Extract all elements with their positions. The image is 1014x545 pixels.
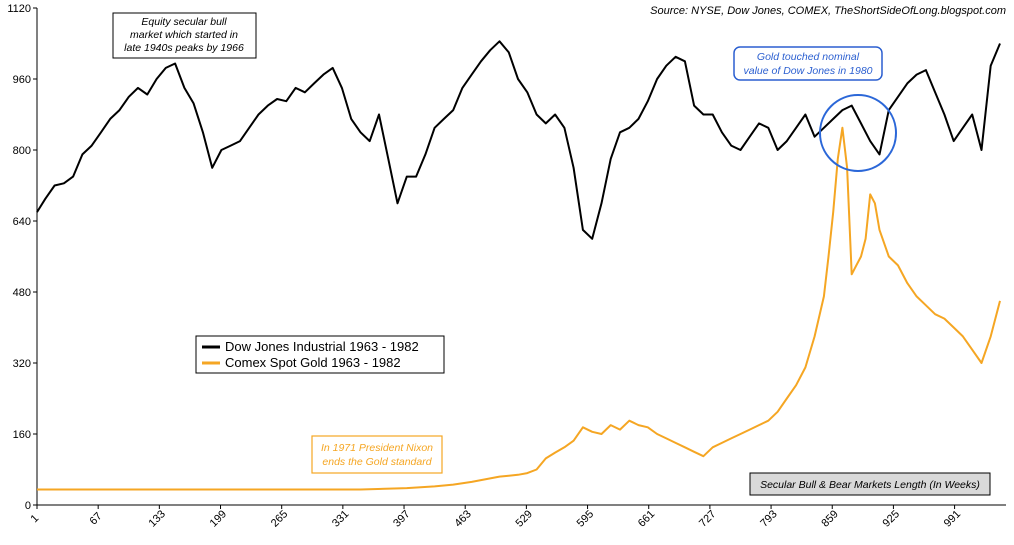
y-tick-label: 0: [25, 500, 31, 512]
y-tick-label: 320: [13, 358, 31, 370]
x-tick-label: 331: [330, 508, 351, 529]
annotation-gold-line-2: value of Dow Jones in 1980: [744, 65, 873, 77]
annotation-nixon: In 1971 President Nixon ends the Gold st…: [311, 435, 443, 474]
y-ticks: 0 160 320 480 640 800 960 1120: [7, 3, 37, 512]
x-tick-label: 67: [87, 510, 104, 527]
legend-label-dow: Dow Jones Industrial 1963 - 1982: [225, 339, 419, 354]
y-tick-label: 800: [13, 145, 31, 157]
x-tick-label: 1: [28, 512, 41, 525]
legend: Dow Jones Industrial 1963 - 1982 Comex S…: [195, 335, 445, 374]
annotation-nixon-line-1: In 1971 President Nixon: [321, 442, 433, 454]
source-text: Source: NYSE, Dow Jones, COMEX, TheShort…: [650, 5, 1006, 17]
y-tick-label: 480: [13, 287, 31, 299]
annotation-nixon-line-2: ends the Gold standard: [322, 456, 432, 468]
x-tick-label: 199: [208, 508, 229, 529]
series-layer: [36, 40, 1001, 491]
series-line-dow: [36, 40, 1001, 240]
annotation-bull-line-2: market which started in: [130, 29, 238, 41]
x-tick-label: 661: [636, 508, 657, 529]
y-tick-label: 640: [13, 216, 31, 228]
y-tick-label: 960: [13, 74, 31, 86]
annotation-gold-touch: Gold touched nominal value of Dow Jones …: [733, 46, 883, 81]
highlight-circle: [819, 94, 897, 172]
y-tick-label: 1120: [7, 3, 31, 15]
legend-label-gold: Comex Spot Gold 1963 - 1982: [225, 355, 401, 370]
x-tick-label: 727: [697, 508, 718, 529]
series-line-gold: [37, 126, 1001, 491]
x-tick-label: 529: [514, 508, 535, 529]
x-tick-label: 859: [819, 508, 840, 529]
x-tick-label: 463: [452, 508, 473, 529]
annotation-bull-line-3: late 1940s peaks by 1966: [124, 42, 244, 54]
x-axis-caption-box: Secular Bull & Bear Markets Length (In W…: [749, 472, 991, 496]
x-ticks: 1 67 133 199 265 331 397 463 529 595 661 727 793 859 9…: [28, 505, 963, 530]
x-tick-label: 793: [758, 508, 779, 529]
x-tick-label: 133: [146, 508, 167, 529]
x-tick-label: 595: [575, 508, 596, 529]
annotation-bull-line-1: Equity secular bull: [141, 16, 227, 28]
x-tick-label: 265: [269, 508, 290, 529]
x-tick-label: 925: [881, 508, 902, 529]
y-tick-label: 160: [13, 429, 31, 441]
x-tick-label: 991: [942, 508, 963, 529]
x-tick-label: 397: [391, 508, 412, 529]
annotation-bull-market: Equity secular bull market which started…: [112, 12, 257, 59]
annotation-gold-line-1: Gold touched nominal: [757, 51, 860, 63]
x-axis-caption: Secular Bull & Bear Markets Length (In W…: [760, 479, 980, 491]
